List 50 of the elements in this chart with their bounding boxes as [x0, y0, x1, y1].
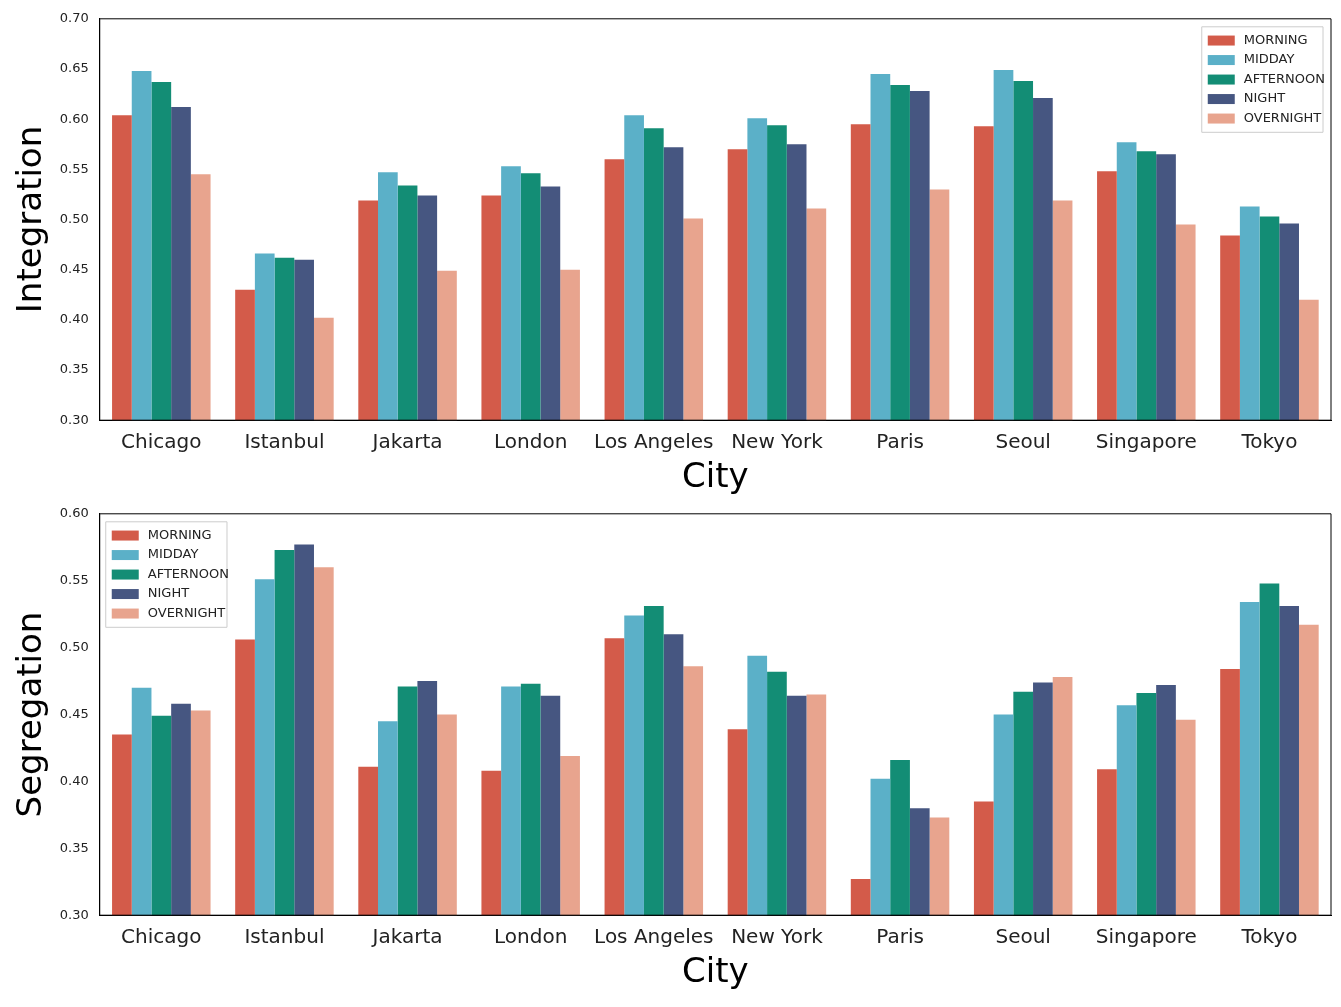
x-tick-label: New York — [731, 924, 824, 949]
y-tick-label: 0.60 — [59, 110, 89, 126]
x-tick-label: Jakarta — [370, 924, 443, 949]
x-tick-label: Istanbul — [244, 924, 325, 949]
y-axis-title: Segregation — [9, 611, 50, 818]
legend-label: MORNING — [147, 526, 212, 542]
legend-label: OVERNIGHT — [1243, 109, 1322, 125]
x-tick-label: Paris — [876, 924, 924, 949]
y-tick-label: 0.65 — [59, 60, 89, 76]
y-tick-label: 0.55 — [59, 160, 89, 176]
y-tick-label: 0.50 — [59, 638, 89, 654]
x-tick-label: Jakarta — [370, 429, 443, 454]
y-axis-title: Integration — [9, 125, 50, 314]
x-tick-label: London — [494, 429, 568, 454]
x-tick-label: New York — [731, 429, 824, 454]
x-tick-label: Paris — [876, 429, 924, 454]
legend-label: AFTERNOON — [1243, 70, 1326, 86]
x-tick-label: London — [494, 924, 568, 949]
x-axis-title: City — [682, 950, 749, 991]
y-tick-label: 0.35 — [59, 839, 89, 855]
x-tick-label: Chicago — [121, 429, 202, 454]
x-tick-label: Tokyo — [1240, 924, 1298, 949]
x-tick-label: Seoul — [995, 924, 1051, 949]
y-tick-label: 0.55 — [59, 572, 89, 588]
legend-label: NIGHT — [1243, 90, 1286, 106]
y-tick-label: 0.45 — [59, 705, 89, 721]
y-tick-label: 0.30 — [59, 906, 89, 922]
x-tick-label: Chicago — [121, 924, 202, 949]
x-tick-label: Los Angeles — [594, 429, 714, 454]
y-tick-label: 0.30 — [59, 411, 89, 427]
legend-label: MORNING — [1243, 31, 1308, 47]
x-tick-label: Istanbul — [244, 429, 325, 454]
y-tick-label: 0.50 — [59, 210, 89, 226]
x-axis-title: City — [682, 455, 749, 496]
legend-label: AFTERNOON — [147, 565, 229, 581]
y-tick-label: 0.40 — [59, 772, 89, 788]
y-tick-label: 0.40 — [59, 311, 89, 327]
y-tick-label: 0.35 — [59, 361, 89, 377]
legend-label: OVERNIGHT — [147, 604, 226, 620]
legend-label: NIGHT — [147, 585, 190, 601]
legend-label: MIDDAY — [147, 546, 199, 562]
x-tick-label: Los Angeles — [594, 924, 714, 949]
x-tick-label: Seoul — [995, 429, 1051, 454]
y-tick-label: 0.60 — [59, 505, 89, 521]
y-tick-label: 0.70 — [59, 10, 89, 26]
y-tick-label: 0.45 — [59, 261, 89, 277]
x-tick-label: Singapore — [1095, 429, 1197, 454]
x-tick-label: Tokyo — [1240, 429, 1298, 454]
x-tick-label: Singapore — [1095, 924, 1197, 949]
legend-label: MIDDAY — [1243, 51, 1295, 67]
